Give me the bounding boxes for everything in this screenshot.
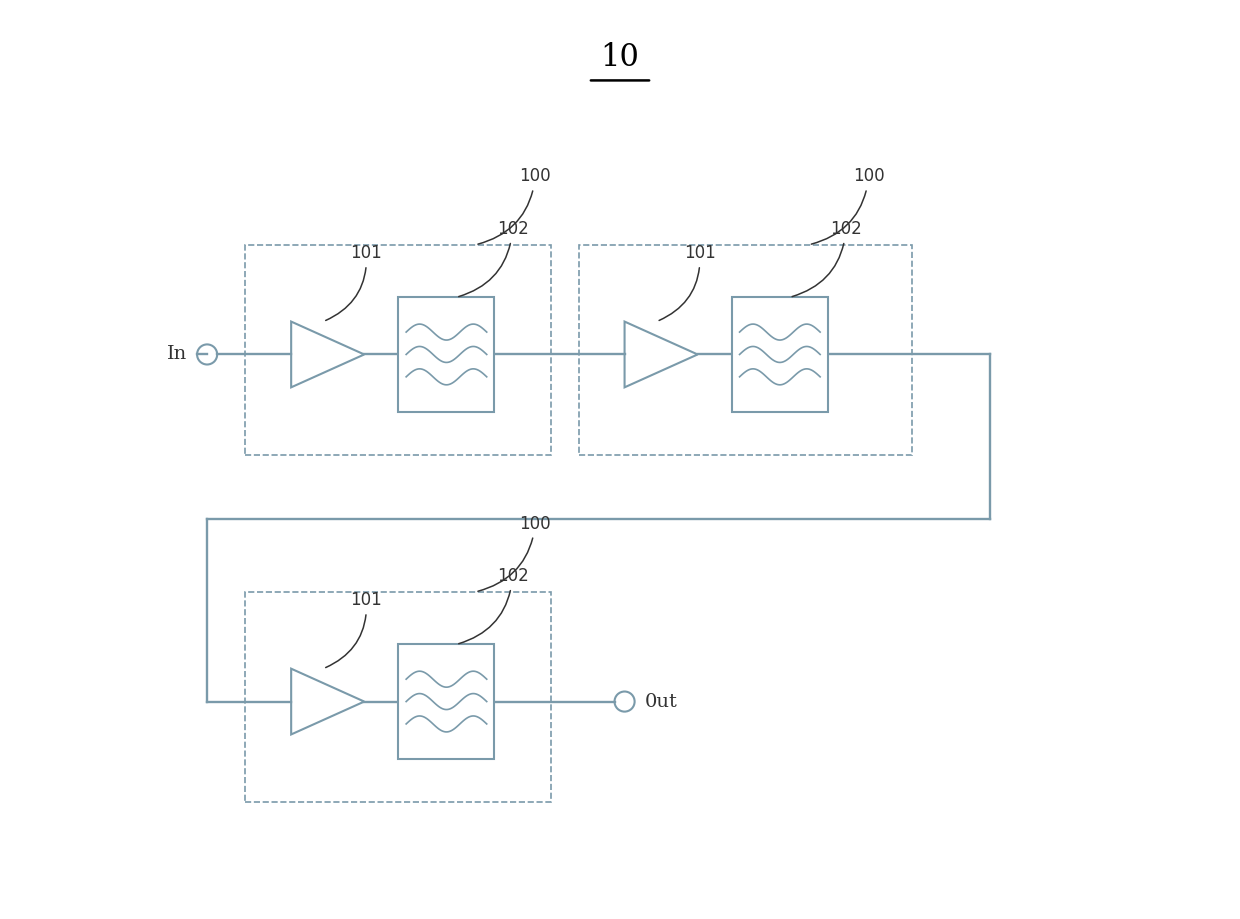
Text: 100: 100 xyxy=(477,167,551,244)
Text: 0ut: 0ut xyxy=(645,693,677,710)
Text: 102: 102 xyxy=(459,567,528,643)
Text: 100: 100 xyxy=(477,515,551,591)
Text: 101: 101 xyxy=(326,244,382,321)
Bar xyxy=(398,644,495,759)
Text: 102: 102 xyxy=(792,220,862,297)
Bar xyxy=(246,592,552,802)
Text: 102: 102 xyxy=(459,220,528,297)
Bar xyxy=(246,244,552,455)
Bar xyxy=(398,298,495,412)
Text: 10: 10 xyxy=(600,42,640,74)
Text: 101: 101 xyxy=(326,591,382,667)
Text: In: In xyxy=(166,346,187,363)
Bar xyxy=(579,244,913,455)
Text: 101: 101 xyxy=(660,244,715,321)
Bar xyxy=(732,298,828,412)
Text: 100: 100 xyxy=(811,167,884,244)
